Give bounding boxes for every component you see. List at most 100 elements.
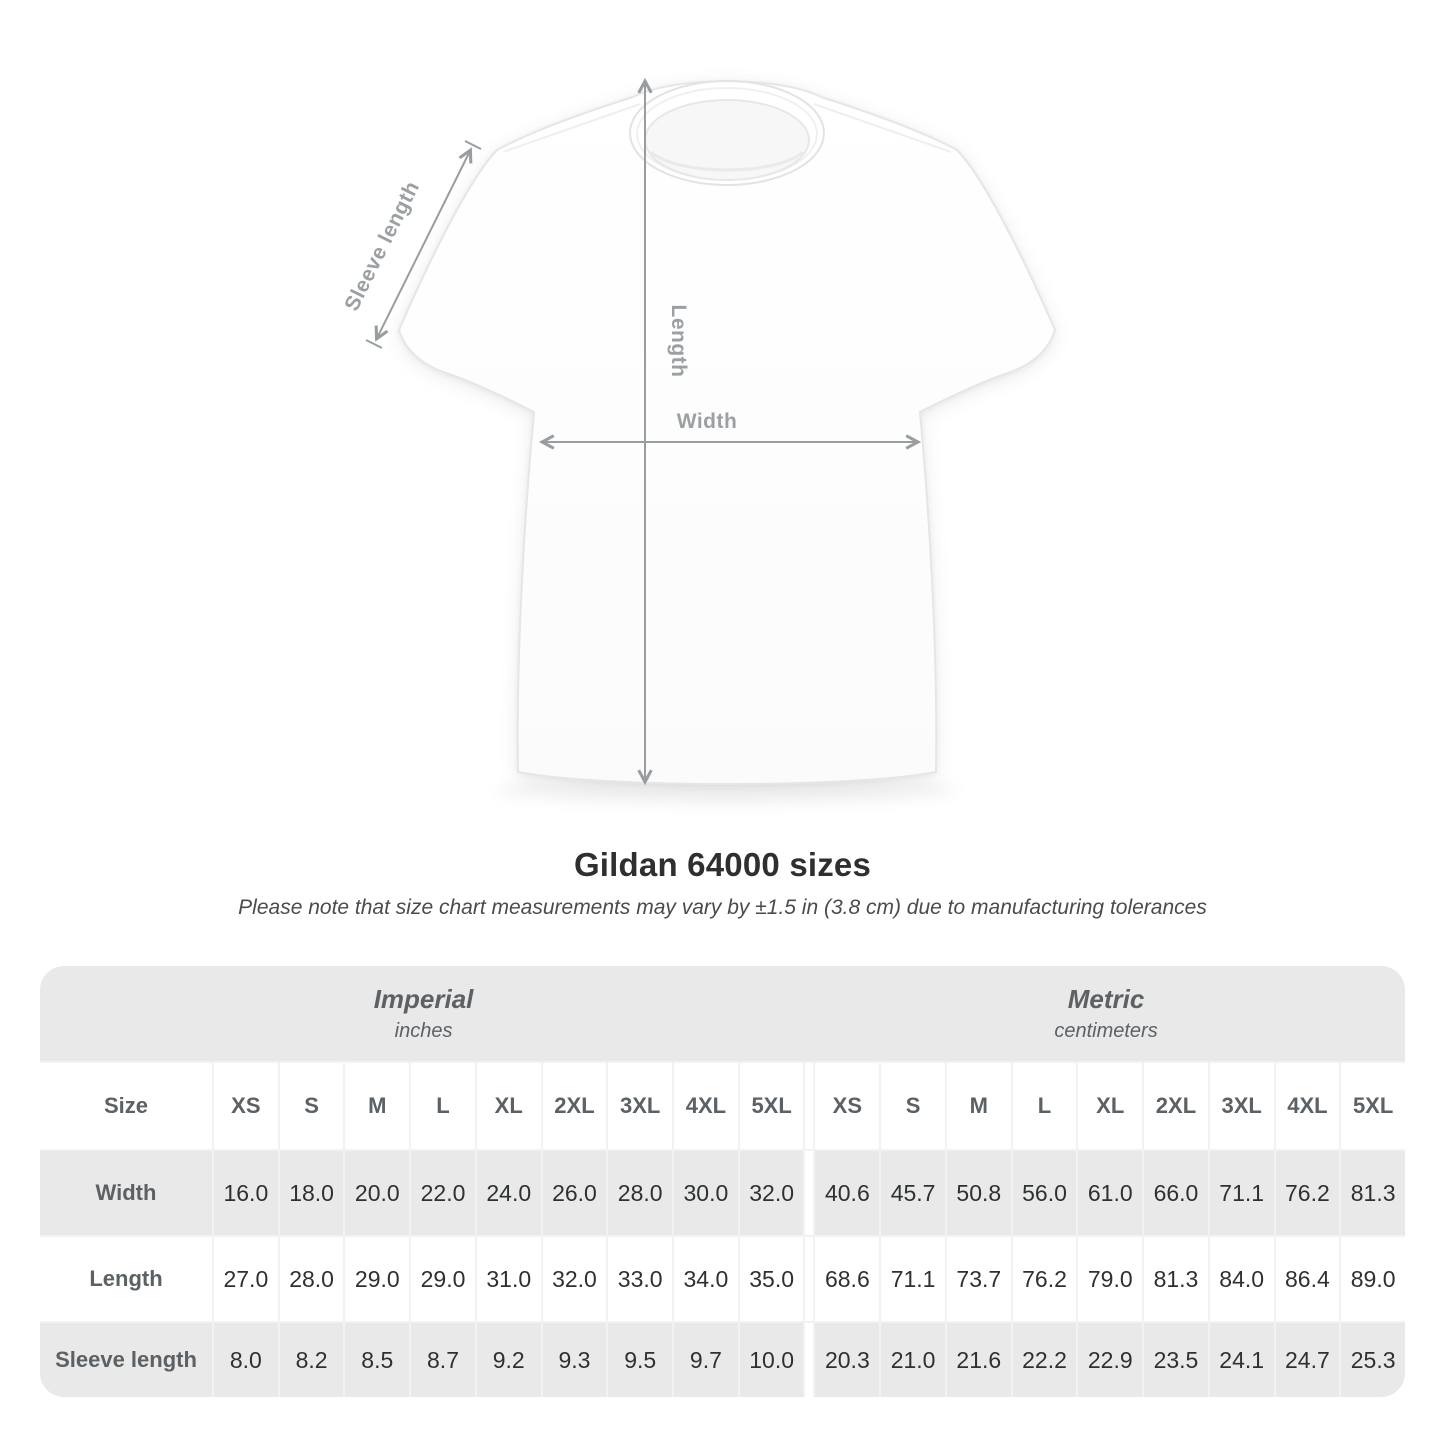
size-table: Imperial inches Metric centimeters Size … (40, 966, 1405, 1397)
metric-unit: centimeters (1054, 1020, 1158, 1042)
metric-title: Metric (1067, 984, 1145, 1014)
table-cell: 73.7 (946, 1237, 1011, 1321)
size-header-metric: 2XL (1144, 1063, 1208, 1149)
table-cell: 32.0 (739, 1151, 804, 1235)
table-cell: 29.0 (411, 1237, 475, 1321)
group-divider (805, 1151, 814, 1235)
table-cell: 31.0 (476, 1237, 541, 1321)
size-header-imperial: L (411, 1063, 475, 1149)
table-cell: 27.0 (214, 1237, 278, 1321)
table-cell: 21.6 (946, 1323, 1011, 1397)
table-cell: 22.2 (1012, 1323, 1077, 1397)
table-cell: 81.3 (1341, 1151, 1405, 1235)
table-cell: 40.6 (815, 1151, 880, 1235)
page-title: Gildan 64000 sizes (573, 846, 872, 883)
row-label-width: Width (40, 1151, 212, 1235)
table-cell: 8.7 (411, 1323, 475, 1397)
size-header-metric: S (881, 1063, 945, 1149)
table-cell: 9.2 (476, 1323, 541, 1397)
metric-header: Metric centimeters (807, 966, 1405, 1061)
table-cell: 21.0 (881, 1323, 945, 1397)
table-cell: 9.7 (674, 1323, 738, 1397)
row-label-length: Length (40, 1237, 212, 1321)
table-cell: 56.0 (1012, 1151, 1077, 1235)
size-header-imperial: XL (476, 1063, 541, 1149)
table-cell: 22.9 (1078, 1323, 1143, 1397)
size-header-metric: 5XL (1341, 1063, 1405, 1149)
table-cell: 33.0 (608, 1237, 673, 1321)
size-header-metric: XS (815, 1063, 880, 1149)
sleeve-length-arrow (365, 140, 482, 349)
table-cell: 61.0 (1078, 1151, 1143, 1235)
size-header-metric: M (946, 1063, 1011, 1149)
shoulder-seam-right (813, 103, 952, 153)
size-header-metric: L (1012, 1063, 1077, 1149)
table-cell: 9.5 (608, 1323, 673, 1397)
table-cell: 8.0 (214, 1323, 278, 1397)
size-header-imperial: 4XL (674, 1063, 738, 1149)
table-cell: 84.0 (1209, 1237, 1274, 1321)
table-cell: 8.2 (279, 1323, 344, 1397)
row-label-sleeve-length: Sleeve length (40, 1323, 212, 1397)
table-cell: 81.3 (1144, 1237, 1208, 1321)
table-cell: 86.4 (1275, 1237, 1340, 1321)
size-header-imperial: 2XL (542, 1063, 607, 1149)
table-cell: 10.0 (739, 1323, 804, 1397)
table-cell: 89.0 (1341, 1237, 1405, 1321)
table-cell: 76.2 (1012, 1237, 1077, 1321)
table-cell: 18.0 (279, 1151, 344, 1235)
shirt-shadow (497, 776, 957, 804)
size-table-grid: Imperial inches Metric centimeters Size … (40, 966, 1405, 1397)
imperial-title: Imperial (373, 984, 474, 1014)
table-cell: 66.0 (1144, 1151, 1208, 1235)
table-cell: 9.3 (542, 1323, 607, 1397)
unit-band: Imperial inches Metric centimeters (40, 966, 1405, 1061)
table-cell: 29.0 (345, 1237, 410, 1321)
table-cell: 23.5 (1144, 1323, 1208, 1397)
table-cell: 68.6 (815, 1237, 880, 1321)
table-cell: 28.0 (279, 1237, 344, 1321)
size-header-imperial: 3XL (608, 1063, 673, 1149)
sleeve-cap-bottom (365, 339, 383, 349)
imperial-unit: inches (394, 1020, 453, 1042)
imperial-header: Imperial inches (40, 966, 807, 1061)
table-cell: 20.3 (815, 1323, 880, 1397)
table-cell: 32.0 (542, 1237, 607, 1321)
size-header-metric: 3XL (1209, 1063, 1274, 1149)
size-header-metric: 4XL (1275, 1063, 1340, 1149)
collar-inner-shadow (650, 150, 804, 172)
table-cell: 79.0 (1078, 1237, 1143, 1321)
table-cell: 8.5 (345, 1323, 410, 1397)
size-header-metric: XL (1078, 1063, 1143, 1149)
sleeve-length-label: Sleeve length (340, 177, 424, 314)
table-cell: 24.0 (476, 1151, 541, 1235)
table-cell: 50.8 (946, 1151, 1011, 1235)
width-label: Width (677, 410, 738, 433)
table-cell: 71.1 (881, 1237, 945, 1321)
table-cell: 26.0 (542, 1151, 607, 1235)
table-cell: 71.1 (1209, 1151, 1274, 1235)
collar-opening (644, 99, 810, 181)
size-header-imperial: 5XL (739, 1063, 804, 1149)
table-cell: 16.0 (214, 1151, 278, 1235)
table-cell: 76.2 (1275, 1151, 1340, 1235)
group-divider (805, 1323, 814, 1397)
table-cell: 34.0 (674, 1237, 738, 1321)
table-cell: 22.0 (411, 1151, 475, 1235)
size-header-imperial: S (279, 1063, 344, 1149)
size-header-imperial: XS (214, 1063, 278, 1149)
table-cell: 28.0 (608, 1151, 673, 1235)
group-divider (805, 1237, 814, 1321)
table-cell: 24.1 (1209, 1323, 1274, 1397)
table-cell: 30.0 (674, 1151, 738, 1235)
group-divider (805, 1063, 814, 1149)
table-cell: 25.3 (1341, 1323, 1405, 1397)
size-header-imperial: M (345, 1063, 410, 1149)
table-cell: 35.0 (739, 1237, 804, 1321)
sleeve-cap-top (464, 140, 482, 150)
page-subtitle: Please note that size chart measurements… (238, 896, 1207, 919)
table-cell: 24.7 (1275, 1323, 1340, 1397)
length-label: Length (667, 305, 690, 378)
size-column-header: Size (40, 1063, 212, 1149)
